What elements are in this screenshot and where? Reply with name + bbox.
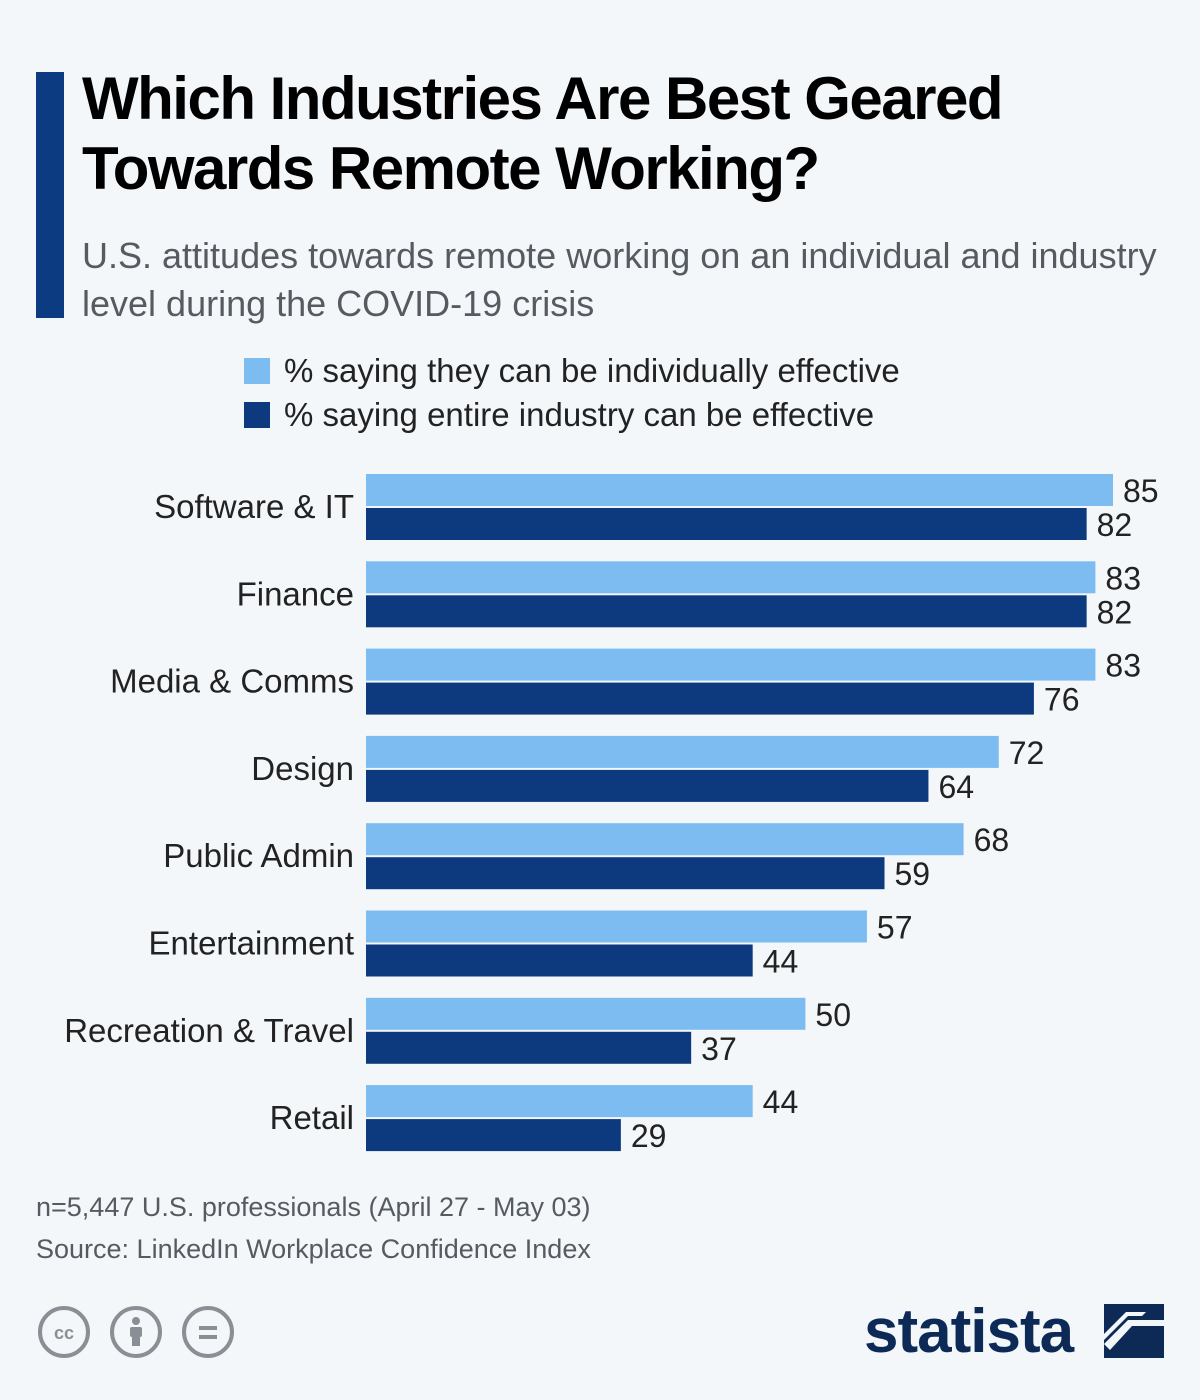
nd-icon[interactable]: [182, 1306, 234, 1358]
bar-individual-design: [366, 735, 999, 768]
value-label-industry-software-it: 82: [1097, 507, 1133, 543]
legend-swatch-industry: [244, 402, 270, 428]
bar-individual-retail: [366, 1085, 753, 1118]
value-label-individual-design: 72: [1009, 735, 1045, 771]
chart-subtitle: U.S. attitudes towards remote working on…: [82, 235, 1157, 324]
bar-industry-recreation-travel: [366, 1031, 692, 1064]
bar-individual-finance: [366, 561, 1096, 594]
statista-logo-text[interactable]: statista: [864, 1297, 1074, 1366]
value-label-industry-recreation-travel: 37: [701, 1031, 737, 1067]
by-icon[interactable]: [110, 1306, 162, 1358]
value-label-industry-finance: 82: [1097, 594, 1133, 630]
title-accent-bar: [36, 72, 64, 318]
sample-note: n=5,447 U.S. professionals (April 27 - M…: [36, 1192, 591, 1222]
bar-industry-software-it: [366, 508, 1087, 540]
category-label-software-it: Software & IT: [154, 488, 354, 525]
value-label-individual-media-comms: 83: [1105, 648, 1141, 684]
value-label-individual-public-admin: 68: [974, 822, 1010, 858]
category-label-retail: Retail: [270, 1099, 354, 1136]
value-label-individual-finance: 83: [1105, 560, 1141, 596]
value-label-individual-recreation-travel: 50: [815, 997, 851, 1033]
category-label-entertainment: Entertainment: [149, 925, 354, 962]
category-label-public-admin: Public Admin: [163, 837, 354, 874]
value-label-individual-retail: 44: [763, 1084, 799, 1120]
legend-item-individual: % saying they can be individually effect…: [244, 351, 900, 391]
legend-label-individual: % saying they can be individually effect…: [284, 352, 900, 389]
value-label-industry-design: 64: [938, 769, 974, 805]
legend-swatch-individual: [244, 358, 270, 384]
category-label-design: Design: [251, 750, 354, 787]
value-label-individual-entertainment: 57: [877, 910, 913, 946]
bar-individual-software-it: [366, 474, 1113, 506]
category-label-finance: Finance: [237, 575, 354, 612]
legend-label-industry: % saying entire industry can be effectiv…: [284, 396, 875, 433]
chart-title: Which Industries Are Best Geared Towards…: [82, 65, 1004, 202]
bar-industry-public-admin: [366, 857, 885, 890]
value-label-industry-media-comms: 76: [1044, 682, 1080, 718]
bar-industry-retail: [366, 1119, 621, 1152]
bar-individual-media-comms: [366, 648, 1096, 681]
bar-industry-entertainment: [366, 944, 753, 977]
value-label-industry-entertainment: 44: [763, 944, 799, 980]
bar-individual-public-admin: [366, 823, 964, 856]
bar-industry-design: [366, 769, 929, 802]
bar-individual-entertainment: [366, 910, 867, 943]
statista-logo-icon: [1104, 1304, 1164, 1358]
bar-industry-finance: [366, 595, 1087, 628]
category-label-recreation-travel: Recreation & Travel: [64, 1012, 354, 1049]
legend-item-industry: % saying entire industry can be effectiv…: [244, 395, 874, 435]
bar-individual-recreation-travel: [366, 997, 806, 1030]
value-label-industry-retail: 29: [631, 1118, 667, 1154]
source-note: Source: LinkedIn Workplace Confidence In…: [36, 1234, 591, 1264]
bar-industry-media-comms: [366, 682, 1034, 715]
category-label-media-comms: Media & Comms: [110, 663, 354, 700]
cc-icon[interactable]: cc: [38, 1306, 90, 1358]
svg-text:cc: cc: [54, 1323, 74, 1343]
value-label-individual-software-it: 85: [1123, 473, 1159, 509]
value-label-industry-public-admin: 59: [895, 856, 931, 892]
